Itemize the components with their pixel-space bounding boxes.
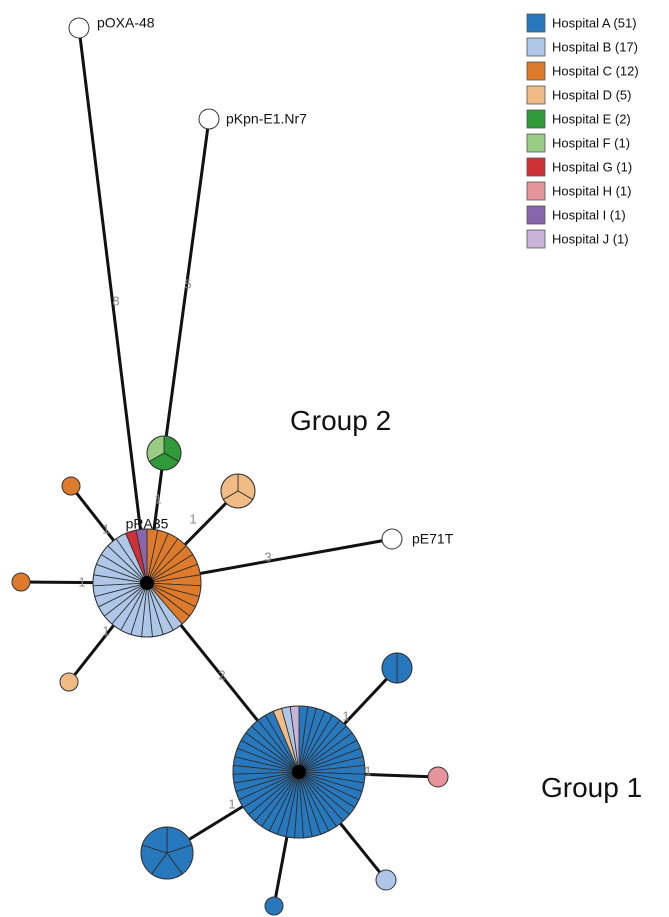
group-1-label: Group 1 xyxy=(541,772,642,803)
pie-wedge-hospital-a xyxy=(396,652,413,684)
node-blue2[interactable] xyxy=(381,652,413,684)
legend-swatch xyxy=(526,157,546,177)
node-outline xyxy=(140,826,194,880)
legend-label: Hospital E (2) xyxy=(552,111,631,126)
node-circle xyxy=(375,869,397,891)
group-2-label: Group 2 xyxy=(290,405,391,436)
legend-swatch xyxy=(526,85,546,105)
edge-distance-label: 1 xyxy=(102,521,109,536)
legend-item: Hospital B (17) xyxy=(526,37,638,57)
node-outline xyxy=(146,435,182,471)
legend-label: Hospital A (51) xyxy=(552,15,637,30)
node-circle xyxy=(61,476,81,496)
node-circle xyxy=(198,108,220,130)
node-blue1[interactable] xyxy=(264,896,284,916)
legend-swatch xyxy=(526,37,546,57)
legend-label: Hospital B (17) xyxy=(552,39,638,54)
node-label-pe71t: pE71T xyxy=(412,531,454,547)
node-outline xyxy=(92,528,202,638)
edge-distance-label: 1 xyxy=(78,574,85,589)
edge-green-pkpn xyxy=(162,118,211,454)
edge-distance-label: 1 xyxy=(342,708,349,723)
legend: Hospital A (51) Hospital B (17) Hospital C… xyxy=(526,13,639,249)
pie-wedge-hospital-a xyxy=(381,652,398,684)
node-label-poxa48: pOXA-48 xyxy=(97,15,155,31)
node-poxa48[interactable] xyxy=(68,17,90,39)
node-pkpn[interactable] xyxy=(198,108,220,130)
legend-swatch xyxy=(526,109,546,129)
node-or1[interactable] xyxy=(61,476,81,496)
node-pe71t[interactable] xyxy=(381,528,403,550)
node-circle xyxy=(59,672,79,692)
legend-item: Hospital A (51) xyxy=(526,13,637,33)
edge-hub2-poxa48 xyxy=(77,27,149,584)
node-circle xyxy=(68,17,90,39)
legend-swatch xyxy=(526,61,546,81)
legend-label: Hospital F (1) xyxy=(552,135,630,150)
edges-layer: 8511111321111 xyxy=(20,27,439,907)
legend-item: Hospital D (5) xyxy=(526,85,631,105)
node-outline xyxy=(220,473,256,509)
legend-swatch xyxy=(526,229,546,249)
legend-item: Hospital F (1) xyxy=(526,133,630,153)
node-circle xyxy=(381,528,403,550)
legend-swatch xyxy=(526,181,546,201)
legend-item: Hospital I (1) xyxy=(526,205,626,225)
edge-distance-label: 1 xyxy=(154,491,161,506)
legend-label: Hospital G (1) xyxy=(552,159,632,174)
node-labels-layer: pRA35 pOXA-48 pKpn-E1.Nr7 pE71T xyxy=(97,15,454,547)
legend-item: Hospital E (2) xyxy=(526,109,631,129)
node-outline xyxy=(381,652,413,684)
node-blue5[interactable] xyxy=(140,826,194,880)
legend-item: Hospital H (1) xyxy=(526,181,631,201)
legend-label: Hospital D (5) xyxy=(552,87,631,102)
legend-item: Hospital G (1) xyxy=(526,157,632,177)
node-outline xyxy=(232,705,366,839)
edge-distance-label: 8 xyxy=(112,293,119,308)
node-circle xyxy=(11,572,31,592)
node-label-hub2: pRA35 xyxy=(126,516,169,532)
node-center-dot xyxy=(140,576,154,590)
node-label-pkpn: pKpn-E1.Nr7 xyxy=(226,111,307,127)
legend-label: Hospital C (12) xyxy=(552,63,639,78)
node-hub1[interactable] xyxy=(232,705,366,839)
legend-item: Hospital J (1) xyxy=(526,229,629,249)
legend-swatch xyxy=(526,13,546,33)
legend-swatch xyxy=(526,133,546,153)
legend-label: Hospital H (1) xyxy=(552,183,631,198)
edge-distance-label: 5 xyxy=(184,276,191,291)
edge-distance-label: 1 xyxy=(189,511,196,526)
edge-distance-label: 3 xyxy=(264,549,271,564)
node-or2[interactable] xyxy=(11,572,31,592)
node-circle xyxy=(427,766,449,788)
edge-distance-label: 1 xyxy=(364,763,371,778)
edge-distance-label: 1 xyxy=(102,623,109,638)
node-tan3[interactable] xyxy=(220,473,256,509)
legend-item: Hospital C (12) xyxy=(526,61,639,81)
node-center-dot xyxy=(292,765,306,779)
node-pink[interactable] xyxy=(427,766,449,788)
legend-label: Hospital I (1) xyxy=(552,207,626,222)
edge-distance-label: 1 xyxy=(228,796,235,811)
node-lblue[interactable] xyxy=(375,869,397,891)
edge-distance-label: 2 xyxy=(218,667,225,682)
node-hub2[interactable] xyxy=(92,528,202,638)
legend-label: Hospital J (1) xyxy=(552,231,629,246)
node-green[interactable] xyxy=(146,435,182,471)
nodes-layer xyxy=(11,17,449,916)
legend-swatch xyxy=(526,205,546,225)
node-circle xyxy=(264,896,284,916)
node-tan1[interactable] xyxy=(59,672,79,692)
